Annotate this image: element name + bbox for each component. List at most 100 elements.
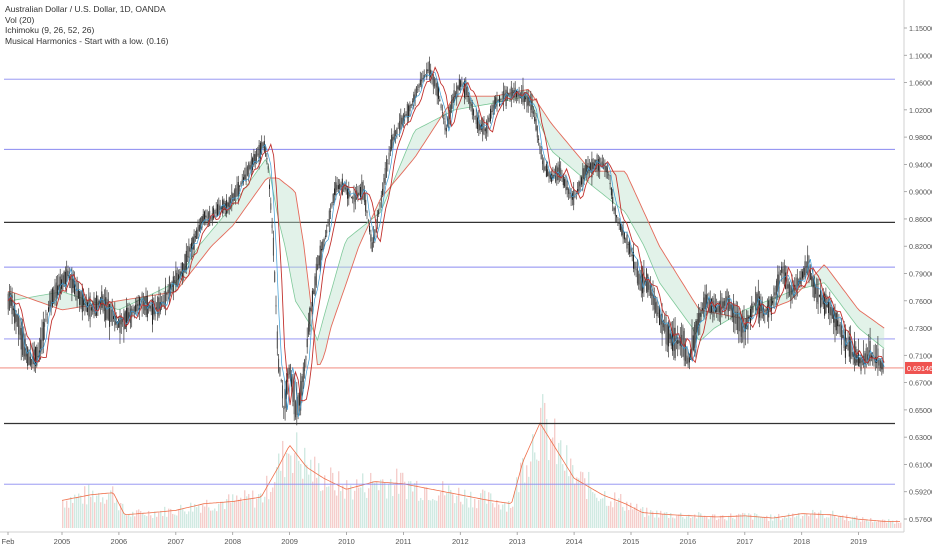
candle-body: [752, 306, 754, 310]
candle-body: [460, 80, 462, 87]
volume-bar: [260, 493, 262, 528]
legend-ichimoku[interactable]: Ichimoku (9, 26, 52, 26): [5, 25, 95, 35]
volume-bar: [758, 515, 760, 528]
legend-volume[interactable]: Vol (20): [5, 14, 35, 25]
volume-bar: [324, 475, 326, 528]
candle-body: [362, 181, 364, 200]
volume-bar: [512, 506, 514, 528]
volume-bar: [572, 465, 574, 528]
candle-body: [310, 306, 312, 311]
candle-body: [180, 271, 182, 277]
volume-bar: [480, 493, 482, 528]
candle-body: [748, 316, 750, 319]
candle-body: [817, 288, 819, 304]
volume-bar: [424, 487, 426, 528]
volume-bar: [486, 503, 488, 528]
volume-bar: [302, 478, 304, 528]
candle-body: [596, 155, 598, 172]
volume-bar: [648, 515, 650, 528]
candle-body: [18, 316, 20, 335]
candle-body: [574, 195, 576, 197]
candle-body: [509, 93, 511, 96]
volume-bar: [418, 500, 420, 528]
volume-bar: [738, 513, 740, 528]
legend-musical-harmonics[interactable]: Musical Harmonics - Start with a low. (0…: [5, 35, 169, 46]
candle-body: [609, 182, 611, 185]
candle-body: [435, 83, 437, 88]
volume-bar: [540, 407, 542, 528]
volume-bar: [444, 495, 446, 528]
volume-bar: [238, 499, 240, 528]
volume-bar: [210, 510, 212, 528]
volume-bar: [852, 516, 854, 528]
candle-body: [379, 203, 381, 207]
candle-body: [202, 214, 204, 222]
volume-bar: [76, 497, 78, 528]
candle-body: [591, 158, 593, 178]
candle-body: [816, 278, 818, 303]
candle-body: [361, 182, 363, 200]
candle-body: [57, 285, 59, 296]
volume-bar: [142, 512, 144, 528]
volume-bar: [660, 510, 662, 528]
candle-body: [514, 87, 516, 98]
candle-body: [587, 162, 589, 174]
volume-bar: [610, 501, 612, 528]
volume-bar: [164, 506, 166, 528]
candle-body: [283, 407, 285, 410]
candle-body: [473, 109, 475, 116]
candle-body: [120, 317, 122, 325]
candle-body: [350, 197, 352, 198]
candle-body: [530, 93, 532, 110]
candle-body: [781, 266, 783, 273]
candle-body: [207, 212, 209, 223]
volume-bar: [848, 521, 850, 528]
volume-bar: [140, 511, 142, 528]
volume-bar: [74, 494, 76, 528]
candle-body: [449, 105, 451, 120]
candle-body: [54, 284, 56, 301]
candle-body: [200, 217, 202, 230]
candle-body: [686, 355, 688, 364]
volume-bar: [264, 496, 266, 528]
candle-body: [687, 357, 689, 366]
volume-bar: [676, 515, 678, 528]
volume-bar: [426, 487, 428, 528]
candle-body: [276, 331, 278, 349]
candle-body: [297, 395, 299, 417]
candle-body: [419, 79, 421, 86]
volume-bar: [812, 509, 814, 528]
candle-body: [386, 159, 387, 178]
volume-bar: [742, 512, 744, 528]
candle-body: [179, 271, 181, 280]
candle-body: [757, 290, 759, 314]
volume-bar: [888, 519, 890, 528]
candle-body: [266, 158, 268, 160]
candle-body: [198, 224, 200, 231]
candle-body: [214, 212, 216, 214]
candle-body: [536, 125, 538, 138]
volume-bar: [658, 517, 660, 528]
volume-bar: [630, 502, 632, 528]
volume-bar: [704, 515, 706, 528]
candle-body: [700, 310, 702, 317]
volume-bar: [490, 493, 492, 528]
volume-bar: [368, 488, 370, 528]
time-tick-label: 2008: [224, 537, 241, 546]
candle-body: [765, 309, 767, 315]
chart-title[interactable]: Australian Dollar / U.S. Dollar, 1D, OAN…: [5, 4, 166, 14]
volume-bar: [378, 490, 380, 528]
candle-body: [317, 264, 319, 270]
volume-bar: [82, 503, 84, 528]
volume-bar: [152, 517, 154, 528]
candle-body: [483, 120, 485, 135]
candle-body: [373, 234, 374, 243]
volume-bar: [496, 500, 498, 528]
candle-body: [665, 316, 667, 344]
candle-body: [197, 226, 199, 236]
candle-body: [139, 297, 140, 310]
candle-body: [545, 164, 547, 177]
volume-bar: [226, 499, 228, 528]
